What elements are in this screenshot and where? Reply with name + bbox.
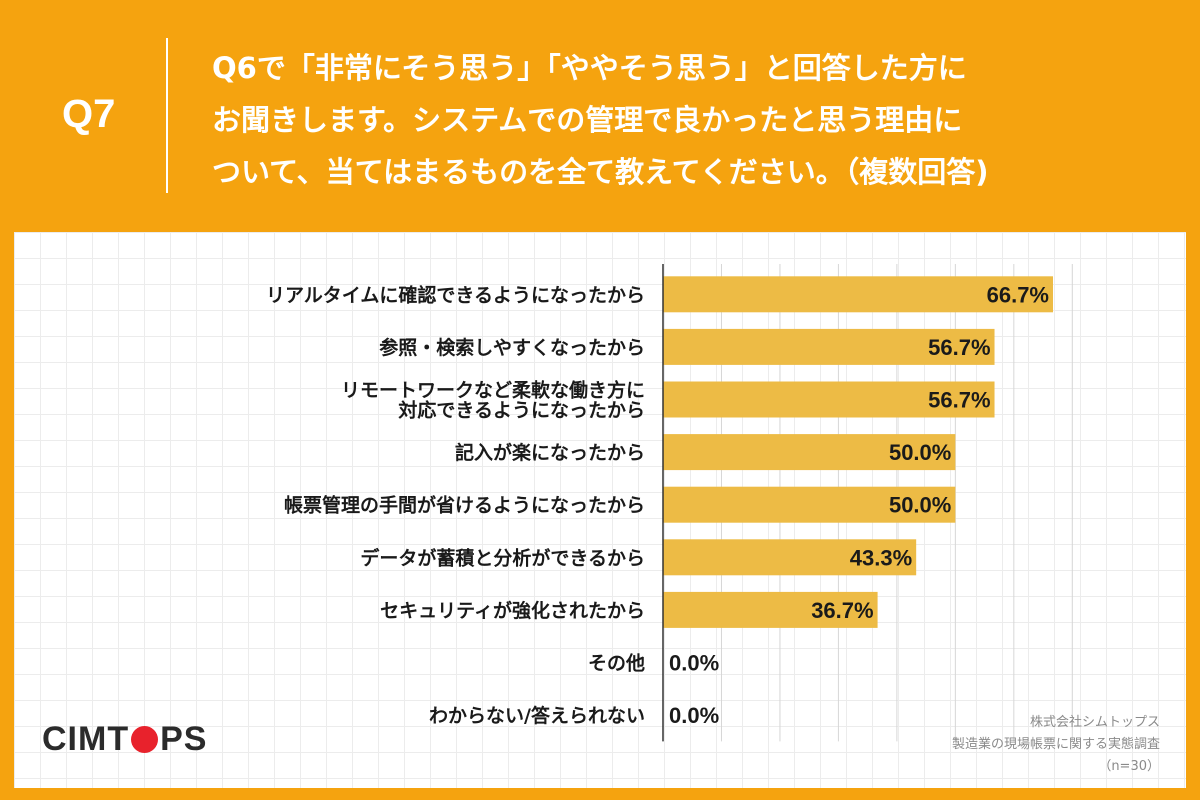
source-company: 株式会社シムトップス (1029, 715, 1160, 730)
question-line: Q6で「非常にそう思う」「ややそう思う」と回答した方に (212, 51, 967, 85)
bar (663, 381, 995, 418)
question-text: Q6で「非常にそう思う」「ややそう思う」と回答した方に お聞きします。システムで… (212, 42, 1172, 198)
bar (663, 486, 956, 523)
category-label: リアルタイムに確認できるようになったから (266, 283, 645, 306)
question-number: Q7 (62, 92, 116, 136)
question-line: お聞きします。システムでの管理で良かったと思う理由に (212, 103, 963, 137)
bar (663, 539, 917, 576)
data-label: 36.7% (811, 598, 873, 623)
category-label: 参照・検索しやすくなったから (379, 336, 645, 359)
category-label: リモートワークなど柔軟な働き方に (341, 379, 645, 402)
source-note: 株式会社シムトップス 製造業の現場帳票に関する実態調査 （n=30） (952, 712, 1160, 778)
data-label: 0.0% (669, 703, 719, 728)
header: Q7 Q6で「非常にそう思う」「ややそう思う」と回答した方に お聞きします。シス… (0, 0, 1200, 230)
cimtops-logo: CIMT PS (42, 720, 208, 758)
data-label: 50.0% (889, 440, 951, 465)
bar (663, 591, 878, 628)
category-label: 帳票管理の手間が省けるようになったから (284, 494, 645, 517)
category-label: 記入が楽になったから (455, 441, 645, 464)
category-label: データが蓄積と分析ができるから (360, 546, 645, 569)
category-label: わからない/答えられない (429, 704, 645, 727)
data-label: 43.3% (850, 545, 912, 570)
logo-dot-icon (131, 726, 159, 753)
category-label: セキュリティが強化されたから (380, 599, 645, 622)
bar (663, 276, 1053, 313)
data-label: 66.7% (987, 282, 1049, 307)
bar (663, 328, 995, 365)
data-label: 50.0% (889, 493, 951, 518)
header-divider (166, 38, 168, 193)
bar-chart: 66.7% リアルタイムに確認できるようになったから 56.7% 参照・検索しやすくな… (266, 264, 1073, 742)
category-label: 対応できるようになったから (397, 399, 645, 422)
bar (663, 434, 956, 471)
source-sample-size: （n=30） (1098, 759, 1160, 774)
data-label: 56.7% (928, 335, 990, 360)
category-label: その他 (588, 652, 645, 675)
data-label: 56.7% (928, 388, 990, 413)
question-line: ついて、当てはまるものを全て教えてください。（複数回答) (212, 155, 989, 189)
data-label: 0.0% (669, 651, 719, 676)
source-survey: 製造業の現場帳票に関する実態調査 (951, 737, 1160, 752)
chart-panel: 66.7% リアルタイムに確認できるようになったから 56.7% 参照・検索しやすくな… (14, 232, 1186, 788)
